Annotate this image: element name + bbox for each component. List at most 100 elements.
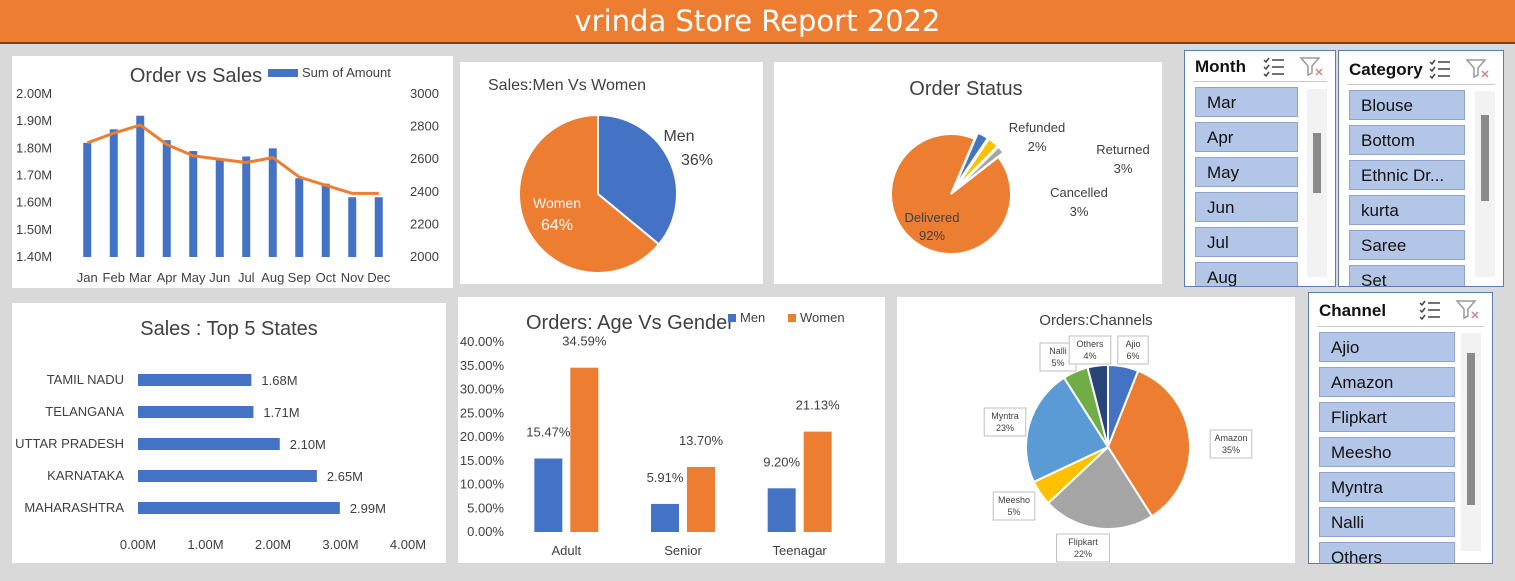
bar-nov	[348, 197, 357, 257]
slice-label: Myntra	[991, 411, 1019, 421]
slice-myntra	[1025, 376, 1110, 484]
callout-box	[1056, 533, 1110, 563]
slicer-item-flipkart[interactable]: Flipkart	[1319, 402, 1455, 432]
multi-select-icon[interactable]	[1427, 57, 1453, 81]
bar-telangana	[138, 406, 254, 418]
x-tick-label: Apr	[157, 270, 178, 285]
bar-jun	[215, 159, 224, 257]
clear-filter-icon[interactable]	[1465, 57, 1491, 81]
orders-channels-chart: Orders:Channels Ajio 6% Amazon 35% Flipkart 22…	[983, 312, 1253, 563]
category-label: TELANGANA	[45, 404, 124, 419]
slice-label: Refunded	[1009, 120, 1065, 135]
bar-senior-men	[651, 503, 679, 532]
slicer-item-blouse[interactable]: Blouse	[1349, 90, 1465, 120]
y2-tick-label: 2600	[410, 151, 439, 166]
slicer-item-apr[interactable]: Apr	[1195, 122, 1298, 152]
x-tick-label: Senior	[664, 543, 702, 558]
channel-slicer[interactable]: Channel Ajio Amazon Flipkart Meesho Myntra Na…	[1308, 292, 1493, 564]
slicer-item-bottom[interactable]: Bottom	[1349, 125, 1465, 155]
slice-women	[518, 113, 661, 274]
category-label: UTTAR PRADESH	[15, 436, 124, 451]
month-slicer-scrollbar[interactable]	[1307, 89, 1327, 277]
slicer-item-nalli[interactable]: Nalli	[1319, 507, 1455, 537]
orders-channels-card[interactable]: Orders:Channels Ajio 6% Amazon 35% Flipkart 22…	[897, 297, 1295, 563]
y-tick-label: 1.60M	[16, 195, 52, 210]
y2-tick-label: 2800	[410, 119, 439, 134]
y-tick-label: 1.80M	[16, 140, 52, 155]
slicer-item-others[interactable]: Others	[1319, 542, 1455, 563]
chart-title: Sales : Top 5 States	[140, 318, 318, 340]
channel-slicer-scrollbar[interactable]	[1461, 333, 1481, 551]
y-tick-label: 1.70M	[16, 168, 52, 183]
slice-returned	[954, 137, 1000, 190]
month-slicer[interactable]: Month Mar Apr May Jun Jul Aug	[1184, 50, 1336, 287]
bar-dec	[374, 197, 383, 257]
clear-filter-icon[interactable]	[1455, 298, 1481, 322]
slice-value-label: 5%	[1007, 507, 1020, 517]
top5-states-chart: Sales : Top 5 States TAMIL NADU 1.68M TELAN…	[15, 318, 426, 552]
y-tick-label: 10.00%	[460, 477, 505, 492]
scrollbar-thumb[interactable]	[1313, 133, 1321, 193]
slice-value-label: 92%	[919, 228, 945, 243]
legend-label: Men	[740, 310, 765, 325]
y-tick-label: 0.00%	[467, 524, 504, 539]
y-tick-label: 5.00%	[467, 500, 504, 515]
slicer-header-divider	[1193, 81, 1327, 82]
age-vs-gender-card[interactable]: Orders: Age Vs Gender Men Women 40.00% 35.00…	[458, 297, 885, 563]
x-tick-label: Adult	[552, 543, 582, 558]
slicer-item-amazon[interactable]: Amazon	[1319, 367, 1455, 397]
category-slicer-scrollbar[interactable]	[1475, 91, 1495, 277]
clear-filter-icon[interactable]	[1299, 55, 1325, 79]
bar-adult-women	[570, 367, 599, 532]
slicer-item-mar[interactable]: Mar	[1195, 87, 1298, 117]
bar-may	[189, 151, 198, 257]
slice-value-label: 3%	[1114, 161, 1133, 176]
slice-label: Others	[1076, 339, 1104, 349]
y-tick-label: 20.00%	[460, 429, 505, 444]
slice-label: Flipkart	[1068, 537, 1098, 547]
slicer-item-meesho[interactable]: Meesho	[1319, 437, 1455, 467]
slicer-item-set[interactable]: Set	[1349, 265, 1465, 286]
slicer-item-kurta[interactable]: kurta	[1349, 195, 1465, 225]
x-tick-label: 0.00M	[120, 537, 156, 552]
category-label: TAMIL NADU	[47, 372, 124, 387]
data-label: 2.10M	[290, 437, 326, 452]
y-tick-label: 40.00%	[460, 334, 505, 349]
bar-apr	[162, 140, 171, 257]
y-tick-label: 1.50M	[16, 222, 52, 237]
slice-value-label: 23%	[996, 423, 1014, 433]
slicer-item-saree[interactable]: Saree	[1349, 230, 1465, 260]
bar-jul	[242, 156, 251, 257]
slice-cancelled	[953, 131, 990, 189]
order-status-card[interactable]: Order Status Delivered 92% Cancelled 3% Retur…	[774, 62, 1162, 284]
data-label: 34.59%	[562, 334, 607, 349]
slicer-item-jul[interactable]: Jul	[1195, 227, 1298, 257]
slicer-item-myntra[interactable]: Myntra	[1319, 472, 1455, 502]
slicer-item-ajio[interactable]: Ajio	[1319, 332, 1455, 362]
slice-label: Meesho	[998, 495, 1030, 505]
data-label: 1.68M	[261, 373, 297, 388]
slicer-item-aug[interactable]: Aug	[1195, 262, 1298, 286]
scrollbar-thumb[interactable]	[1467, 353, 1475, 505]
top5-states-card[interactable]: Sales : Top 5 States TAMIL NADU 1.68M TELAN…	[12, 303, 446, 563]
order-vs-sales-card[interactable]: Order vs Sales Sum of Amount 2.00M 1.90M 1.8…	[12, 56, 453, 288]
multi-select-icon[interactable]	[1261, 55, 1287, 79]
multi-select-icon[interactable]	[1417, 298, 1443, 322]
y2-tick-label: 2200	[410, 216, 439, 231]
slice-value-label: 3%	[1070, 204, 1089, 219]
slicer-item-may[interactable]: May	[1195, 157, 1298, 187]
data-label: 2.65M	[327, 469, 363, 484]
slicer-item-ethnic-dr[interactable]: Ethnic Dr...	[1349, 160, 1465, 190]
slice-amazon	[1106, 369, 1191, 518]
scrollbar-thumb[interactable]	[1481, 115, 1489, 201]
bar-maharashtra	[138, 502, 340, 514]
sales-men-women-card[interactable]: Sales:Men Vs Women Men 36% Women 64%	[460, 62, 763, 284]
slicer-item-jun[interactable]: Jun	[1195, 192, 1298, 222]
category-slicer[interactable]: Category Blouse Bottom Ethnic Dr... kurta Sa…	[1338, 50, 1504, 287]
bar-adult-men	[534, 458, 563, 532]
slice-others	[1086, 363, 1109, 448]
slice-value-label: 2%	[1028, 139, 1047, 154]
chart-title: Order Status	[909, 78, 1022, 100]
slice-men	[597, 113, 678, 246]
y-tick-label: 2.00M	[16, 86, 52, 101]
